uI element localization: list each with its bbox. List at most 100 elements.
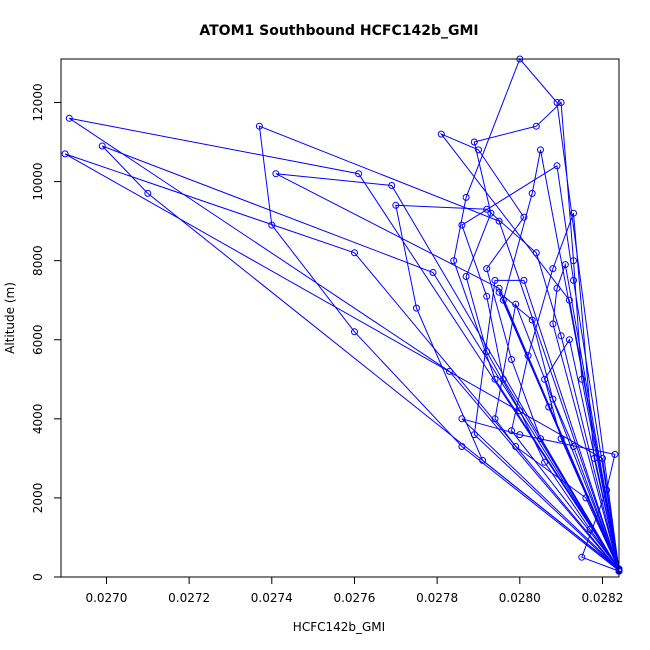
data-point [570,209,577,217]
data-point [561,261,569,269]
series-line-3 [258,125,620,572]
data-point [570,276,577,284]
data-point [272,170,280,178]
data-point [458,443,466,450]
series-line-18 [552,262,620,571]
data-point [483,205,491,213]
x-tick-label: 0.0272 [168,591,210,605]
data-point [520,213,528,221]
data-point [549,395,557,403]
series-line-11 [275,173,620,571]
data-point [458,415,466,423]
series-line-5 [461,164,620,571]
data-point [541,375,549,383]
data-point [528,189,536,197]
x-tick-label: 0.0282 [581,591,623,605]
data-point [458,221,466,229]
data-point [388,182,396,189]
series-line-13 [69,117,620,572]
data-point [532,122,540,130]
data-point [268,221,276,229]
y-tick-label: 2000 [31,483,45,514]
data-point [487,209,495,217]
data-point [512,300,520,308]
data-point [446,367,453,375]
data-point [61,150,69,158]
x-tick-label: 0.0280 [499,591,541,605]
data-point [351,328,358,336]
data-point [499,296,507,304]
data-point [549,265,557,273]
data-point [586,526,594,533]
data-point [508,427,515,435]
data-point [553,162,561,170]
y-tick-label: 0 [31,573,45,581]
data-point [462,193,470,201]
plot-points [61,55,623,575]
data-point [392,201,400,209]
series-line-8 [494,302,620,571]
data-point [557,332,565,340]
data-point [65,114,73,122]
data-point [545,403,553,411]
x-axis-label: HCFC142b_GMI [293,620,385,634]
chart-title: ATOM1 Southbound HCFC142b_GMI [199,23,478,39]
data-point [590,454,598,462]
data-point [570,443,577,450]
data-point [508,356,515,363]
data-point [470,431,478,439]
data-point [351,249,358,257]
series-line-12 [101,145,620,571]
series-line-17 [473,279,620,571]
x-axis: 0.0270 0.0272 0.0274 0.0276 0.0278 0.0280 0.02… [85,577,623,605]
data-point [578,553,586,561]
data-point [553,99,561,106]
data-point [483,292,491,300]
x-tick-label: 0.0274 [251,591,293,605]
data-point [565,336,573,344]
y-tick-label: 10000 [31,162,45,200]
data-point [491,276,499,284]
data-point [437,130,445,138]
data-point [599,454,606,462]
data-point [541,458,549,466]
y-axis: 0 2000 4000 6000 8000 10000 12000 [31,83,61,581]
series-line-7 [461,418,620,572]
data-point [499,375,507,383]
y-tick-label: 6000 [31,324,45,355]
data-point [532,249,540,257]
data-point [355,170,363,178]
data-point [491,375,499,383]
data-point [470,138,478,146]
data-point [413,304,420,312]
data-point [144,189,152,197]
data-point [475,146,482,154]
data-point [582,494,590,502]
data-point [528,316,536,324]
data-point [450,257,458,265]
data-point [479,456,487,464]
data-point [557,99,565,106]
data-point [611,450,619,458]
x-tick-label: 0.0278 [416,591,458,605]
data-point [537,435,544,443]
series-line-15 [453,58,620,571]
plot-frame [60,58,620,578]
data-point [483,265,491,273]
y-tick-label: 12000 [31,83,45,121]
data-point [549,320,557,328]
data-point [495,288,503,296]
data-point [516,431,524,439]
data-point [462,273,470,280]
y-tick-label: 8000 [31,245,45,276]
data-point [491,415,499,423]
data-point [570,257,577,265]
data-point [255,122,263,130]
data-point [524,352,532,360]
series-line-16 [502,149,620,571]
data-point [429,269,437,276]
data-point [483,348,491,356]
data-point [557,435,565,443]
data-point [516,407,524,415]
